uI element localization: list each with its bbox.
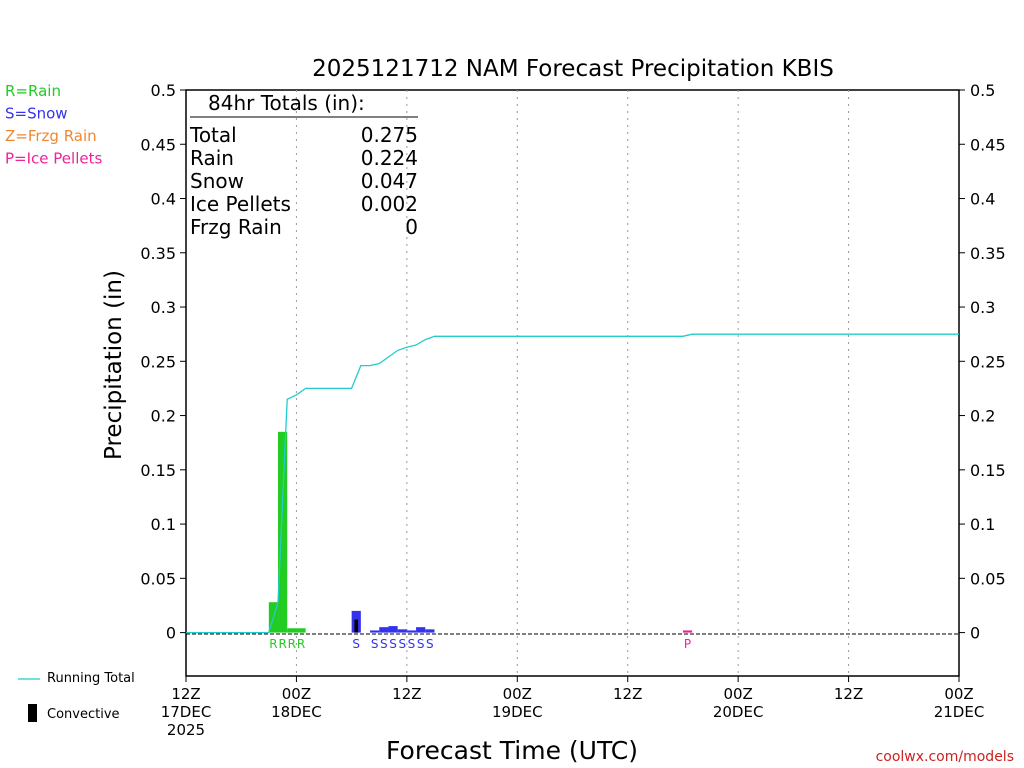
precip-bar [388, 626, 398, 633]
y-axis-left: 0 0.05 0.1 0.15 0.2 0.25 0.3 0.35 0.4 0.45 0.5 [140, 81, 186, 643]
precip-type-label: P [684, 637, 691, 651]
x-tick-label: 12Z [171, 685, 200, 703]
precip-bar [682, 630, 693, 633]
precip-type-label: R [297, 637, 305, 651]
precip-bars [268, 431, 693, 633]
y-tick-label: 0.3 [151, 298, 176, 317]
y-tick-label: 0.05 [970, 569, 1006, 588]
y-tick-label: 0.1 [151, 515, 176, 534]
y-tick-label: 0.25 [140, 352, 176, 371]
x-tick-label: 2025 [167, 721, 205, 739]
x-tick-label: 00Z [944, 685, 973, 703]
plot-frame [185, 89, 960, 677]
precip-type-legend: R=Rain S=Snow Z=Frzg Rain P=Ice Pellets [5, 82, 102, 168]
x-tick-label: 12Z [613, 685, 642, 703]
totals-row-value: 0.224 [361, 146, 418, 170]
convective-bar [354, 619, 359, 633]
y-tick-label: 0.2 [970, 407, 995, 426]
precip-type-label: R [278, 637, 286, 651]
x-tick-label: 19DEC [492, 703, 543, 721]
y-tick-label: 0.15 [970, 461, 1006, 480]
precip-bar [397, 629, 407, 633]
y-tick-label: 0.5 [970, 81, 995, 100]
y-tick-label: 0.1 [970, 515, 995, 534]
y-axis-right: 0 0.05 0.1 0.15 0.2 0.25 0.3 0.35 0.4 0.45 0.5 [959, 81, 1006, 643]
precip-bar [278, 431, 288, 633]
y-tick-label: 0.4 [151, 190, 176, 209]
y-tick-label: 0 [166, 624, 176, 643]
chart-title: 2025121712 NAM Forecast Precipitation KB… [312, 56, 834, 82]
y-tick-label: 0.35 [970, 244, 1006, 263]
precip-type-label: S [380, 637, 388, 651]
x-tick-label: 18DEC [271, 703, 322, 721]
x-tick-label: 12Z [834, 685, 863, 703]
type-legend-item: P=Ice Pellets [5, 150, 102, 168]
totals-box: 84hr Totals (in): Total 0.275 Rain 0.224 Snow… [189, 91, 418, 239]
type-legend-item: R=Rain [5, 82, 61, 100]
x-tick-label: 17DEC [161, 703, 212, 721]
precip-type-label: S [371, 637, 379, 651]
x-tick-label: 12Z [392, 685, 421, 703]
precip-type-label: S [408, 637, 416, 651]
x-tick-label: 00Z [723, 685, 752, 703]
bottom-legend: Running Total Convective [18, 671, 135, 722]
convective-legend-swatch [28, 704, 37, 722]
y-tick-label: 0.45 [140, 135, 176, 154]
precip-bar [416, 627, 426, 633]
totals-row-value: 0 [405, 215, 418, 239]
y-tick-label: 0.25 [970, 352, 1006, 371]
x-tick-label: 20DEC [713, 703, 764, 721]
totals-row-label: Ice Pellets [190, 192, 291, 216]
precip-bar [296, 628, 306, 633]
y-tick-label: 0 [970, 624, 980, 643]
totals-header: 84hr Totals (in): [208, 91, 365, 115]
y-tick-label: 0.05 [140, 569, 176, 588]
precip-type-label: R [269, 637, 277, 651]
x-tick-label: 00Z [503, 685, 532, 703]
y-axis-label: Precipitation (in) [101, 270, 127, 460]
precip-type-label: S [389, 637, 397, 651]
bottom-legend-label: Convective [47, 707, 120, 722]
totals-row-value: 0.275 [361, 123, 418, 147]
type-legend-item: S=Snow [5, 105, 68, 123]
y-tick-label: 0.2 [151, 407, 176, 426]
precip-bar [370, 630, 380, 633]
precip-type-label: S [426, 637, 434, 651]
totals-row-label: Snow [190, 169, 244, 193]
x-tick-label: 00Z [282, 685, 311, 703]
precip-bar [406, 630, 417, 633]
precip-type-label: S [398, 637, 406, 651]
precip-bar [287, 628, 297, 633]
y-tick-label: 0.15 [140, 461, 176, 480]
y-tick-label: 0.3 [970, 298, 995, 317]
totals-row-value: 0.047 [361, 169, 418, 193]
watermark: coolwx.com/models [876, 749, 1014, 765]
y-tick-label: 0.4 [970, 190, 995, 209]
totals-row-value: 0.002 [361, 192, 418, 216]
y-tick-label: 0.35 [140, 244, 176, 263]
precip-type-label: R [288, 637, 296, 651]
x-tick-label: 21DEC [934, 703, 985, 721]
running-total-line [186, 333, 959, 634]
y-tick-label: 0.45 [970, 135, 1006, 154]
totals-row-label: Total [189, 123, 237, 147]
bottom-legend-label: Running Total [47, 671, 135, 686]
precip-bar [379, 627, 389, 633]
totals-row-label: Rain [190, 146, 234, 170]
totals-row-label: Frzg Rain [190, 215, 282, 239]
precip-type-label: S [352, 637, 360, 651]
type-legend-item: Z=Frzg Rain [5, 127, 97, 145]
precip-type-label: S [417, 637, 425, 651]
x-axis-label: Forecast Time (UTC) [386, 736, 638, 765]
precip-bar [425, 629, 435, 633]
y-tick-label: 0.5 [151, 81, 176, 100]
